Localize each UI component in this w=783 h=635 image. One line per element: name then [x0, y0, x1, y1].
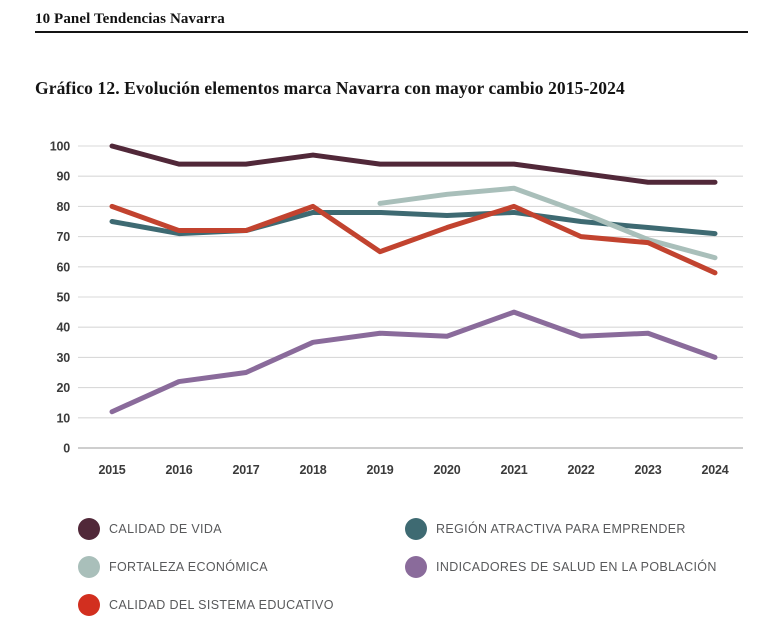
x-axis-year-label: 2024	[701, 463, 728, 477]
page-header: 10 Panel Tendencias Navarra	[35, 11, 225, 27]
x-axis-year-label: 2015	[98, 463, 125, 477]
y-axis-tick-label: 100	[50, 140, 71, 154]
legend-item-indicadores-salud: INDICADORES DE SALUD EN LA POBLACIÓN	[405, 556, 750, 578]
x-axis-year-label: 2021	[500, 463, 527, 477]
legend-item-fortaleza-economica: FORTALEZA ECONÓMICA	[78, 556, 405, 578]
x-axis-year-label: 2018	[299, 463, 326, 477]
legend-item-calidad-de-vida: CALIDAD DE VIDA	[78, 518, 405, 540]
legend-label: CALIDAD DE VIDA	[109, 522, 222, 536]
line-chart-svg: 0 10 20 30 40 50 60 70 80 90 100 2015 2016 2017 2018 20…	[50, 140, 743, 477]
legend-item-region-atractiva: REGIÓN ATRACTIVA PARA EMPRENDER	[405, 518, 750, 540]
legend-dot-indicadores-salud	[405, 556, 427, 578]
x-axis-year-label: 2017	[232, 463, 259, 477]
chart-title: Gráfico 12. Evolución elementos marca Na…	[35, 78, 625, 98]
y-axis-tick-label: 80	[56, 200, 70, 214]
y-axis-tick-label: 40	[56, 321, 70, 335]
legend-label: CALIDAD DEL SISTEMA EDUCATIVO	[109, 598, 334, 612]
y-axis-tick-label: 60	[56, 260, 70, 274]
line-chart: 0 10 20 30 40 50 60 70 80 90 100 2015 2016 2017 2018 20…	[32, 130, 752, 482]
legend-dot-calidad-de-vida	[78, 518, 100, 540]
chart-legend: CALIDAD DE VIDA REGIÓN ATRACTIVA PARA EM…	[78, 518, 750, 616]
y-axis-tick-label: 10	[56, 411, 70, 425]
legend-item-calidad-sistema-educativo: CALIDAD DEL SISTEMA EDUCATIVO	[78, 594, 405, 616]
y-axis-tick-label: 50	[56, 291, 70, 305]
x-axis-year-label: 2022	[567, 463, 594, 477]
legend-label: REGIÓN ATRACTIVA PARA EMPRENDER	[436, 522, 686, 536]
x-axis-year-label: 2023	[634, 463, 661, 477]
x-axis-year-label: 2016	[165, 463, 192, 477]
legend-dot-region-atractiva	[405, 518, 427, 540]
y-axis-tick-label: 70	[56, 230, 70, 244]
y-axis-tick-label: 30	[56, 351, 70, 365]
y-axis-tick-label: 0	[63, 442, 70, 456]
y-axis-tick-label: 90	[56, 170, 70, 184]
header-rule	[35, 31, 748, 33]
legend-label: INDICADORES DE SALUD EN LA POBLACIÓN	[436, 560, 717, 574]
y-axis-tick-label: 20	[56, 381, 70, 395]
legend-dot-calidad-sistema-educativo	[78, 594, 100, 616]
x-axis-year-label: 2020	[433, 463, 460, 477]
series-line-fortaleza-economica	[377, 185, 718, 261]
legend-dot-fortaleza-economica	[78, 556, 100, 578]
legend-label: FORTALEZA ECONÓMICA	[109, 560, 268, 574]
series-line-indicadores-de-salud-en-la-poblacion	[109, 309, 718, 415]
series-line-calidad-de-vida	[109, 143, 718, 185]
series-line-calidad-del-sistema-educativo	[109, 203, 718, 276]
x-axis-year-label: 2019	[366, 463, 393, 477]
